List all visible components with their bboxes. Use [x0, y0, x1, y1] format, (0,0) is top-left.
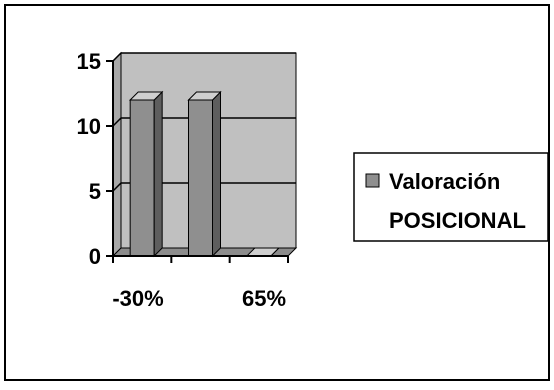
bar-front: [188, 99, 213, 257]
legend-swatch: [365, 173, 380, 188]
bar-side: [153, 90, 163, 258]
bar-top: [128, 91, 164, 101]
gridline: [112, 182, 296, 192]
bar: [187, 90, 222, 258]
legend: Valoración POSICIONAL: [353, 152, 549, 242]
legend-label-line-2: POSICIONAL: [389, 208, 526, 233]
x-tick-label: 65%: [242, 286, 286, 311]
y-tick-labels: 0 5 10 15: [77, 49, 101, 269]
y-tick-label: 5: [89, 179, 101, 204]
axes: [106, 60, 289, 263]
y-tick-label: 0: [89, 244, 101, 269]
x-tick-label: -30%: [112, 286, 163, 311]
bar-front: [129, 99, 155, 257]
y-tick-label: 15: [77, 49, 101, 74]
x-tick-labels: -30% 65%: [112, 286, 286, 311]
legend-label-line-1: Valoración: [389, 169, 500, 194]
gridlines: [112, 52, 296, 192]
y-tick-label: 10: [77, 114, 101, 139]
plot-side-wall: [112, 51, 122, 258]
legend-box: [353, 152, 549, 242]
bar-side: [212, 90, 221, 258]
gridline: [112, 52, 296, 62]
bar: [128, 90, 164, 258]
gridline: [112, 117, 296, 127]
bars: [128, 90, 281, 258]
bar-top: [187, 91, 222, 101]
